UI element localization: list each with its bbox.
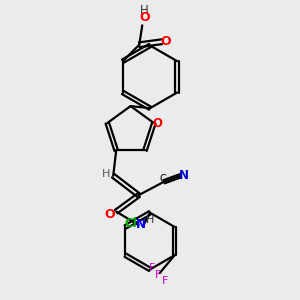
Text: O: O	[139, 11, 150, 24]
Text: H: H	[146, 215, 154, 225]
Text: O: O	[160, 35, 171, 48]
Text: H: H	[102, 169, 110, 179]
Text: N: N	[136, 218, 146, 231]
Text: F: F	[155, 270, 161, 280]
Text: F: F	[162, 276, 168, 286]
Text: C: C	[159, 174, 166, 184]
Text: O: O	[104, 208, 115, 220]
Text: Cl: Cl	[124, 218, 137, 230]
Text: H: H	[140, 4, 149, 17]
Text: O: O	[152, 116, 163, 130]
Text: F: F	[149, 263, 155, 273]
Text: N: N	[178, 169, 188, 182]
